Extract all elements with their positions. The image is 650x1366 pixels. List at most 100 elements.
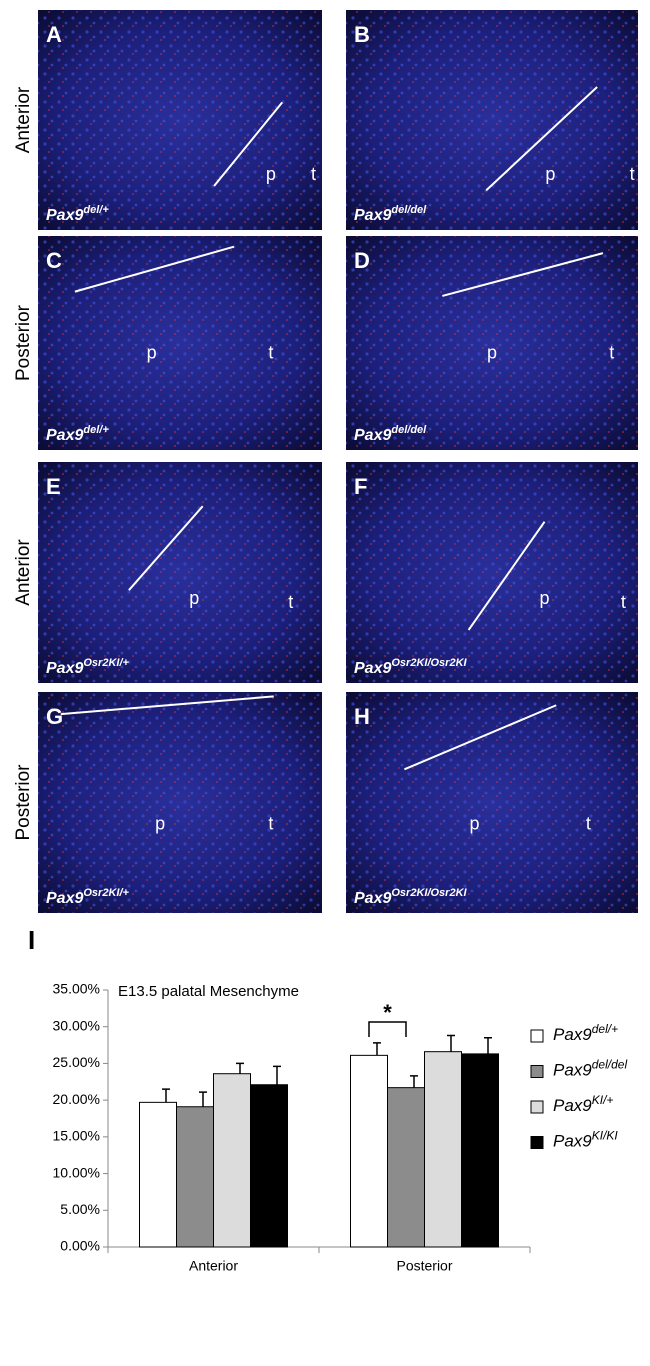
section-line [128, 505, 204, 591]
micrograph-texture [346, 692, 638, 913]
tissue-label: p [266, 164, 276, 184]
tissue-label: p [189, 588, 199, 608]
x-tick-label: Anterior [189, 1258, 238, 1274]
y-tick-label: 20.00% [53, 1091, 100, 1107]
bar [350, 1054, 388, 1248]
genotype-base: Pax9 [354, 890, 391, 907]
error-bar [373, 1042, 381, 1056]
genotype-sup: del/+ [83, 204, 109, 216]
section-line [404, 704, 557, 771]
genotype-sup: Osr2KI/Osr2KI [391, 887, 467, 899]
section-line [467, 521, 546, 631]
micrograph-texture [38, 692, 322, 913]
legend-sup: del/+ [592, 1022, 618, 1036]
tissue-label: t [268, 342, 273, 362]
y-tick-label: 0.00% [60, 1238, 100, 1254]
legend-name: Pax9 [553, 1132, 592, 1151]
bar [176, 1106, 214, 1248]
panel-letter: F [354, 474, 367, 499]
error-bar [410, 1075, 418, 1088]
genotype-sup: del/del [391, 204, 427, 216]
section-line [485, 86, 598, 192]
tissue-label: p [487, 342, 497, 362]
tissue-label: p [540, 588, 550, 608]
y-tick-label: 25.00% [53, 1054, 100, 1070]
bar [461, 1053, 499, 1248]
y-tick-label: 30.00% [53, 1017, 100, 1033]
tissue-label: t [288, 592, 293, 612]
micrograph-texture [38, 236, 322, 450]
y-tick-label: 5.00% [60, 1201, 100, 1217]
genotype-label: Pax9Osr2KI/+ [46, 657, 130, 677]
legend-name: Pax9 [553, 1025, 592, 1044]
panel-letter: B [354, 22, 370, 47]
genotype-sup: Osr2KI/+ [83, 887, 129, 899]
legend-name: Pax9 [553, 1096, 592, 1115]
genotype-base: Pax9 [46, 890, 83, 907]
genotype-sup: Osr2KI/+ [83, 657, 129, 669]
legend-sup: KI/+ [592, 1093, 614, 1107]
row-label: Anterior [13, 86, 34, 153]
genotype-label: Pax9del/del [354, 204, 427, 224]
section-line [213, 101, 284, 187]
genotype-base: Pax9 [354, 660, 391, 677]
y-tick-label: 15.00% [53, 1128, 100, 1144]
tissue-label: t [609, 342, 614, 362]
legend-swatch [530, 1065, 544, 1078]
tissue-label: t [621, 592, 626, 612]
micrograph-texture [346, 10, 638, 230]
tissue-label: p [155, 813, 165, 833]
legend-swatch [530, 1029, 544, 1043]
panel-letter: E [46, 474, 61, 499]
x-tick-label: Posterior [396, 1258, 452, 1274]
error-bar [162, 1088, 170, 1103]
genotype-base: Pax9 [354, 427, 391, 444]
legend-swatch [530, 1136, 544, 1149]
genotype-label: Pax9del/+ [46, 424, 109, 444]
panel-letter: C [46, 248, 62, 273]
section-line [442, 252, 604, 297]
genotype-label: Pax9del/del [354, 424, 427, 444]
micrograph-texture [346, 462, 638, 683]
y-tick-label: 35.00% [53, 981, 100, 997]
y-tick-label: 10.00% [53, 1164, 100, 1180]
significance-bracket [368, 1021, 407, 1037]
genotype-base: Pax9 [46, 427, 83, 444]
panel-letter: D [354, 248, 370, 273]
tissue-label: p [545, 164, 555, 184]
genotype-label: Pax9Osr2KI/Osr2KI [354, 657, 468, 677]
micrograph-texture [38, 462, 322, 683]
chart-title: E13.5 palatal Mesenchyme [118, 983, 299, 1000]
micrograph-texture [38, 10, 322, 230]
tissue-label: p [147, 342, 157, 362]
panel-letter: G [46, 704, 63, 729]
legend-label: Pax9del/+ [553, 1022, 618, 1044]
error-bar [273, 1065, 281, 1085]
bar [213, 1073, 251, 1248]
bar [250, 1084, 288, 1248]
bar [139, 1101, 177, 1248]
genotype-label: Pax9Osr2KI/Osr2KI [354, 887, 468, 907]
bar [424, 1051, 462, 1248]
legend-label: Pax9KI/KI [553, 1129, 618, 1151]
row-label: Posterior [13, 764, 34, 841]
error-bar [199, 1091, 207, 1107]
row-label: Anterior [13, 539, 34, 606]
tissue-label: t [630, 164, 635, 184]
error-bar [484, 1036, 492, 1054]
panel-letter: H [354, 704, 370, 729]
section-line [74, 245, 235, 293]
genotype-label: Pax9Osr2KI/+ [46, 887, 130, 907]
tissue-label: p [469, 813, 479, 833]
legend-sup: del/del [592, 1058, 628, 1072]
genotype-base: Pax9 [46, 660, 83, 677]
genotype-sup: Osr2KI/Osr2KI [391, 657, 467, 669]
genotype-label: Pax9del/+ [46, 204, 109, 224]
tissue-label: t [311, 164, 316, 184]
error-bar [236, 1062, 244, 1074]
tissue-label: t [586, 813, 591, 833]
significance-marker: * [383, 1000, 392, 1025]
genotype-sup: del/+ [83, 424, 109, 436]
genotype-sup: del/del [391, 424, 427, 436]
